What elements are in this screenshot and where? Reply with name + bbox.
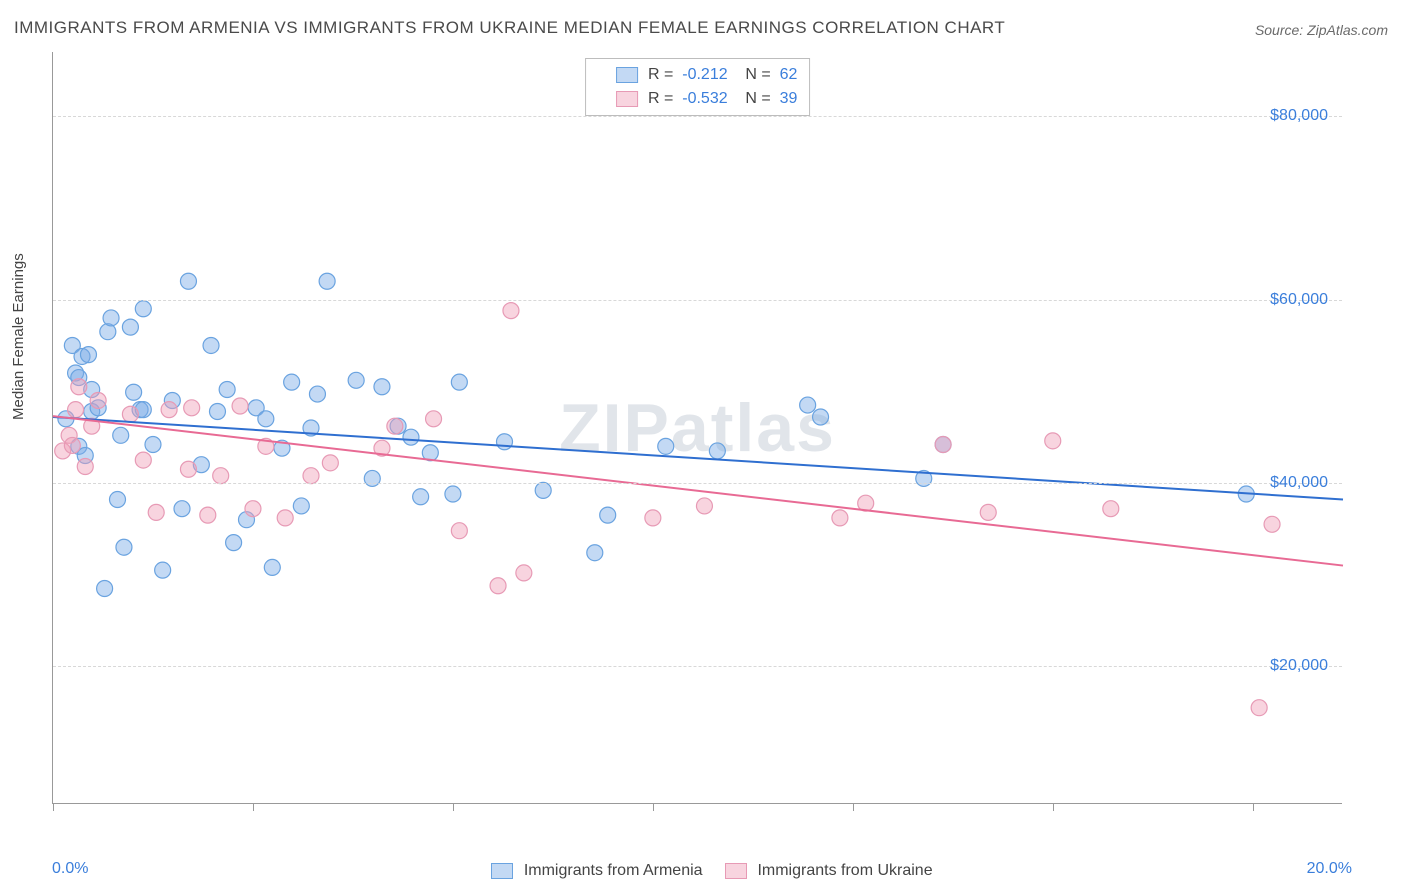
data-point [322, 455, 338, 471]
data-point [445, 486, 461, 502]
x-tick [1053, 803, 1054, 811]
data-point [68, 402, 84, 418]
data-point [71, 379, 87, 395]
data-point [180, 273, 196, 289]
chart-container: IMMIGRANTS FROM ARMENIA VS IMMIGRANTS FR… [0, 0, 1406, 892]
x-tick [853, 803, 854, 811]
x-tick [653, 803, 654, 811]
legend-swatch-armenia [491, 863, 513, 879]
data-point [303, 468, 319, 484]
data-point [213, 468, 229, 484]
source-attribution: Source: ZipAtlas.com [1255, 22, 1388, 38]
plot-area: ZIPatlas R = -0.212 N = 62 R = -0.532 N … [52, 52, 1342, 804]
x-tick [1253, 803, 1254, 811]
data-point [935, 437, 951, 453]
series-legend: Immigrants from Armenia Immigrants from … [0, 862, 1406, 880]
data-point [116, 539, 132, 555]
data-point [155, 562, 171, 578]
data-point [110, 492, 126, 508]
data-point [77, 459, 93, 475]
data-point [800, 397, 816, 413]
data-point [426, 411, 442, 427]
data-point [258, 411, 274, 427]
data-point [161, 402, 177, 418]
x-tick [53, 803, 54, 811]
data-point [1264, 516, 1280, 532]
legend-label-armenia: Immigrants from Armenia [524, 862, 703, 879]
data-point [103, 310, 119, 326]
data-point [309, 386, 325, 402]
y-tick-label: $80,000 [1270, 107, 1328, 125]
data-point [451, 523, 467, 539]
data-point [490, 578, 506, 594]
data-point [535, 482, 551, 498]
data-point [232, 398, 248, 414]
data-point [645, 510, 661, 526]
x-tick [253, 803, 254, 811]
data-point [516, 565, 532, 581]
data-point [497, 434, 513, 450]
data-point [122, 406, 138, 422]
data-point [403, 429, 419, 445]
data-point [245, 501, 261, 517]
x-tick [453, 803, 454, 811]
data-point [293, 498, 309, 514]
data-point [226, 535, 242, 551]
data-point [348, 372, 364, 388]
data-point [148, 504, 164, 520]
data-point [658, 438, 674, 454]
data-point [203, 337, 219, 353]
data-point [451, 374, 467, 390]
data-point [80, 347, 96, 363]
data-point [113, 427, 129, 443]
data-point [174, 501, 190, 517]
data-point [503, 303, 519, 319]
regression-line [53, 417, 1343, 500]
data-point [264, 559, 280, 575]
data-point [122, 319, 138, 335]
legend-label-ukraine: Immigrants from Ukraine [757, 862, 932, 879]
data-point [209, 403, 225, 419]
regression-line [53, 416, 1343, 565]
data-point [980, 504, 996, 520]
data-point [284, 374, 300, 390]
gridline [53, 483, 1342, 484]
y-tick-label: $20,000 [1270, 657, 1328, 675]
gridline [53, 300, 1342, 301]
data-point [97, 580, 113, 596]
y-tick-label: $60,000 [1270, 291, 1328, 309]
data-point [277, 510, 293, 526]
data-point [126, 384, 142, 400]
chart-title: IMMIGRANTS FROM ARMENIA VS IMMIGRANTS FR… [14, 18, 1005, 38]
scatter-svg [53, 52, 1342, 803]
data-point [813, 409, 829, 425]
data-point [374, 379, 390, 395]
data-point [200, 507, 216, 523]
data-point [135, 301, 151, 317]
data-point [587, 545, 603, 561]
data-point [413, 489, 429, 505]
data-point [1045, 433, 1061, 449]
data-point [135, 452, 151, 468]
y-axis-label: Median Female Earnings [10, 253, 27, 420]
data-point [387, 418, 403, 434]
data-point [145, 437, 161, 453]
data-point [180, 461, 196, 477]
data-point [832, 510, 848, 526]
data-point [90, 392, 106, 408]
gridline [53, 666, 1342, 667]
gridline [53, 116, 1342, 117]
data-point [696, 498, 712, 514]
data-point [319, 273, 335, 289]
data-point [184, 400, 200, 416]
data-point [1103, 501, 1119, 517]
y-tick-label: $40,000 [1270, 474, 1328, 492]
data-point [709, 443, 725, 459]
legend-swatch-ukraine [725, 863, 747, 879]
data-point [600, 507, 616, 523]
data-point [219, 381, 235, 397]
data-point [1251, 700, 1267, 716]
data-point [364, 470, 380, 486]
data-point [64, 437, 80, 453]
